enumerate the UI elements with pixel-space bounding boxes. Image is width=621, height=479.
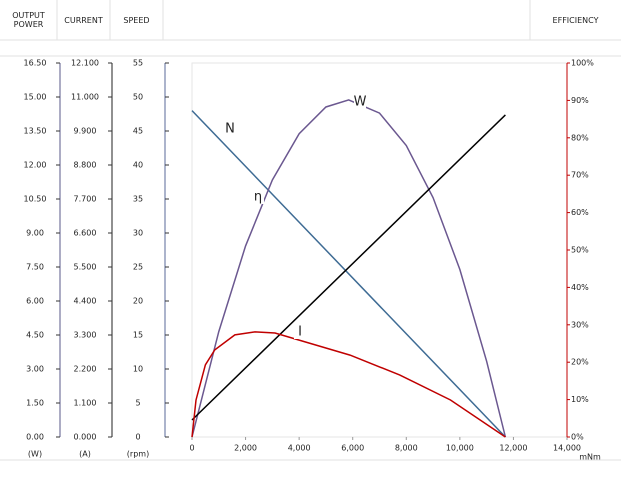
efficiency-tick-label: 10% bbox=[571, 395, 589, 404]
header-power: OUTPUT POWER bbox=[12, 11, 45, 29]
series-name: η bbox=[254, 190, 262, 205]
speed-tick-label: 15 bbox=[133, 331, 143, 340]
power-tick-label: 12.00 bbox=[24, 161, 47, 170]
speed-tick-label: 30 bbox=[133, 229, 143, 238]
current-tick-label: 12.100 bbox=[71, 59, 99, 68]
speed-tick-label: 45 bbox=[133, 127, 143, 136]
speed-tick-label: 5 bbox=[135, 399, 140, 408]
efficiency-tick-label: 50% bbox=[571, 246, 589, 255]
current-tick-label: 4.400 bbox=[74, 297, 97, 306]
label-gap bbox=[252, 190, 264, 204]
x-tick-label: 2,000 bbox=[234, 444, 257, 453]
power-tick-label: 15.00 bbox=[24, 93, 47, 102]
x-axis-unit: mNm bbox=[579, 453, 601, 462]
power-unit: (W) bbox=[28, 450, 42, 459]
series-name: W bbox=[354, 95, 367, 110]
speed-tick-label: 50 bbox=[133, 93, 143, 102]
x-tick-label: 14,000 bbox=[553, 444, 581, 453]
power-tick-label: 9.00 bbox=[26, 229, 44, 238]
current-tick-label: 1.100 bbox=[74, 399, 97, 408]
efficiency-tick-label: 20% bbox=[571, 358, 589, 367]
power-tick-label: 10.50 bbox=[24, 195, 47, 204]
series-line bbox=[191, 331, 506, 438]
header-speed: SPEED bbox=[123, 15, 150, 25]
header-efficiency: EFFICIENCY bbox=[552, 15, 599, 25]
x-tick-label: 10,000 bbox=[446, 444, 474, 453]
efficiency-tick-label: 100% bbox=[571, 59, 594, 68]
speed-tick-label: 40 bbox=[133, 161, 143, 170]
current-tick-label: 0.000 bbox=[74, 433, 97, 442]
x-tick-label: 12,000 bbox=[499, 444, 527, 453]
table-grid bbox=[0, 0, 621, 461]
x-tick-label: 0 bbox=[189, 444, 194, 453]
power-tick-label: 6.00 bbox=[26, 297, 44, 306]
power-tick-label: 7.50 bbox=[26, 263, 44, 272]
current-tick-label: 8.800 bbox=[74, 161, 97, 170]
efficiency-tick-label: 90% bbox=[571, 96, 589, 105]
efficiency-tick-label: 70% bbox=[571, 171, 589, 180]
power-tick-label: 4.50 bbox=[26, 331, 44, 340]
efficiency-tick-label: 60% bbox=[571, 208, 589, 217]
power-tick-label: 0.00 bbox=[26, 433, 44, 442]
x-tick-label: 8,000 bbox=[395, 444, 418, 453]
label-gap bbox=[224, 122, 236, 136]
plot-frame bbox=[191, 62, 568, 438]
x-tick-label: 6,000 bbox=[341, 444, 364, 453]
current-tick-label: 3.300 bbox=[74, 331, 97, 340]
speed-tick-label: 10 bbox=[133, 365, 143, 374]
speed-tick-label: 35 bbox=[133, 195, 143, 204]
power-tick-label: 3.00 bbox=[26, 365, 44, 374]
speed-tick-label: 20 bbox=[133, 297, 143, 306]
current-unit: (A) bbox=[79, 450, 91, 459]
series-line bbox=[191, 99, 507, 438]
current-tick-label: 2.200 bbox=[74, 365, 97, 374]
efficiency-tick-label: 40% bbox=[571, 283, 589, 292]
speed-tick-label: 0 bbox=[135, 433, 140, 442]
power-tick-label: 16.50 bbox=[24, 59, 47, 68]
speed-tick-label: 25 bbox=[133, 263, 143, 272]
current-tick-label: 7.700 bbox=[74, 195, 97, 204]
current-tick-label: 5.500 bbox=[74, 263, 97, 272]
series-name: N bbox=[225, 122, 235, 137]
speed-tick-label: 55 bbox=[133, 59, 143, 68]
x-tick-label: 4,000 bbox=[288, 444, 311, 453]
current-tick-label: 6.600 bbox=[74, 229, 97, 238]
power-tick-label: 1.50 bbox=[26, 399, 44, 408]
current-tick-label: 9.900 bbox=[74, 127, 97, 136]
current-tick-label: 11.000 bbox=[71, 93, 99, 102]
series-line bbox=[191, 110, 506, 438]
power-tick-label: 13.50 bbox=[24, 127, 47, 136]
label-gap bbox=[354, 95, 366, 109]
efficiency-tick-label: 80% bbox=[571, 133, 589, 142]
header-current: CURRENT bbox=[64, 15, 103, 25]
efficiency-tick-label: 0% bbox=[571, 433, 584, 442]
series-line bbox=[191, 114, 506, 421]
label-gap bbox=[294, 325, 306, 339]
speed-unit: (rpm) bbox=[127, 450, 149, 459]
series-name: I bbox=[298, 325, 302, 340]
efficiency-tick-label: 30% bbox=[571, 320, 589, 329]
